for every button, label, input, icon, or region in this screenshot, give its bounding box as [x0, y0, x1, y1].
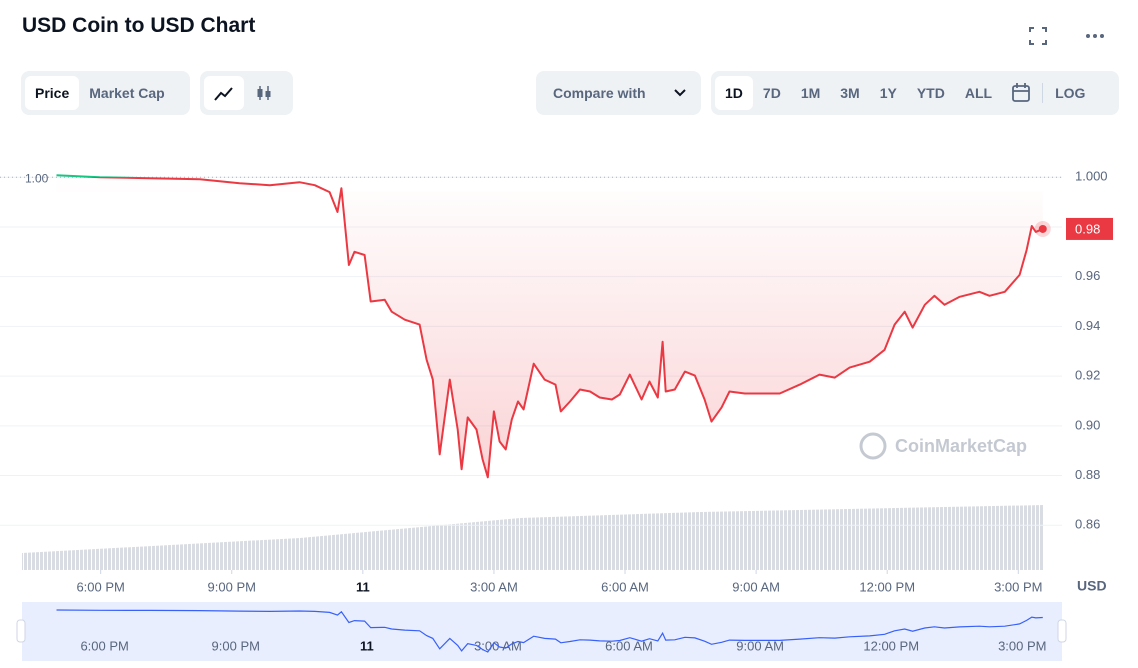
x-tick-label: 6:00 AM [601, 579, 649, 594]
y-tick-label: 1.000 [1075, 169, 1108, 184]
navigator-tick-label: 6:00 PM [80, 638, 128, 653]
range-tab[interactable]: 1Y [879, 85, 897, 101]
compare[interactable]: Compare with [536, 71, 701, 115]
y-tick-label: 0.94 [1075, 318, 1100, 333]
chart-style [200, 71, 293, 115]
range-tab[interactable]: 7D [762, 85, 781, 101]
watermark: CoinMarketCap [895, 436, 1027, 456]
navigator-line [56, 609, 1043, 653]
range-tab[interactable]: 3M [840, 85, 860, 101]
tab[interactable]: Price [25, 76, 80, 110]
reference-label: 1.00 [25, 171, 49, 185]
navigator-tick-label: 9:00 PM [212, 638, 260, 653]
line-style[interactable] [204, 76, 244, 110]
navigator-tick-label: 6:00 AM [605, 638, 653, 653]
fullscreen-icon[interactable] [1029, 27, 1047, 45]
range-tab[interactable]: ALL [964, 85, 993, 101]
range-tabs: 1D 7D 1M 3M 1Y YTD ALL LOG [711, 71, 1119, 115]
range-tab[interactable]: YTD [916, 85, 945, 101]
navigator-tick-label: 12:00 PM [863, 638, 919, 653]
metric-tabs: Price Market Cap [21, 71, 190, 115]
navigator-tick-label: 9:00 AM [736, 638, 784, 653]
last-point [1038, 224, 1047, 233]
separator [1042, 83, 1044, 103]
x-tick-label: 3:00 AM [470, 579, 518, 594]
tab[interactable]: Market Cap [89, 85, 165, 101]
header-icons [1029, 27, 1104, 45]
y-tick-label: 0.90 [1075, 417, 1100, 432]
range-tab[interactable]: 1M [800, 85, 821, 101]
chart: USD CoinMarketCap 0.86 0.88 0.90 0.92 0.94 0.… [0, 169, 1113, 661]
y-tick-label: 0.88 [1075, 467, 1100, 482]
price-line [56, 174, 1044, 479]
more-icon[interactable] [1086, 34, 1104, 38]
chart-title: USD Coin to USD Chart [22, 14, 256, 37]
navigator[interactable] [22, 602, 1062, 661]
compare-label: Compare with [553, 85, 646, 101]
y-tick-label: 0.96 [1075, 268, 1100, 283]
navigator-tick-label: 3:00 PM [998, 638, 1046, 653]
y-tick-label: 0.92 [1075, 368, 1100, 383]
y-axis-unit: USD [1077, 578, 1107, 594]
price-tag [1066, 217, 1113, 240]
navigator-handle[interactable] [16, 619, 26, 643]
x-tick-label: 9:00 PM [208, 579, 256, 594]
price-tag-label: 0.98 [1075, 221, 1100, 236]
x-tick-label: 12:00 PM [859, 579, 915, 594]
x-tick-label: 11 [356, 579, 370, 594]
y-tick-label: 0.86 [1075, 517, 1100, 532]
area [56, 175, 1043, 478]
watermark-logo [859, 432, 887, 460]
volume [22, 505, 1044, 570]
calendar[interactable] [1002, 76, 1040, 110]
navigator-handle[interactable] [1057, 619, 1067, 643]
navigator-tick-label: 11 [360, 638, 374, 653]
log-toggle[interactable]: LOG [1055, 85, 1086, 101]
x-tick-label: 9:00 AM [732, 579, 780, 594]
x-tick-label: 3:00 PM [994, 579, 1042, 594]
range-tab[interactable]: 1D [715, 76, 753, 110]
x-tick-label: 6:00 PM [76, 579, 124, 594]
candle-style[interactable] [244, 76, 284, 110]
